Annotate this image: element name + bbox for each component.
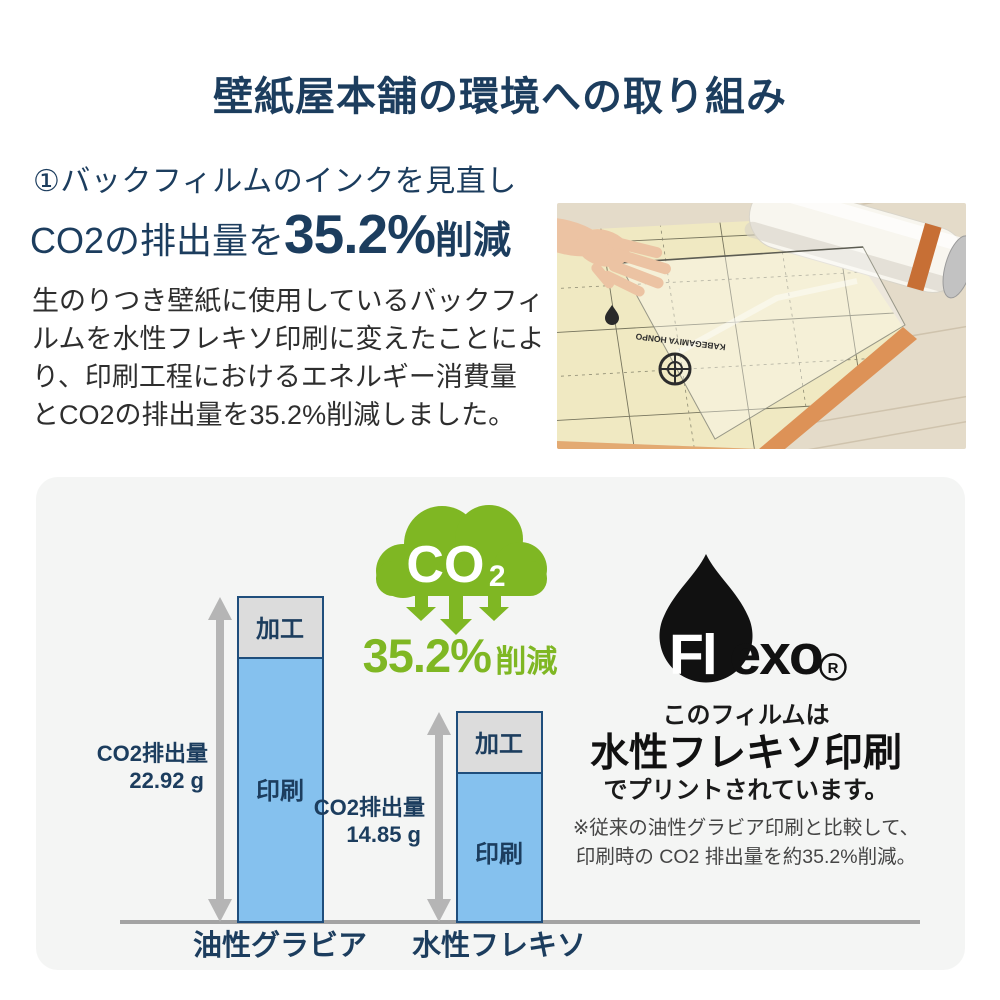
body-line: とCO2の排出量を35.2%削減しました。 [32, 400, 516, 430]
film-drop-mark [605, 305, 619, 325]
thumb [591, 263, 615, 289]
roll-orange-band [906, 223, 942, 292]
hand [557, 217, 671, 297]
reduction-text: 35.2% 削減 [363, 629, 558, 682]
total-label-gravure: CO2排出量 22.92 g [97, 741, 208, 793]
body-text: 生のりつき壁紙に使用しているバックフィ ルムを水性フレキソ印刷に変えたことによ … [32, 282, 562, 434]
axis-label-flexo: 水性フレキソ [412, 929, 586, 962]
sheet-orange-edge [759, 327, 917, 449]
measure-arrow-right [427, 712, 451, 922]
flexo-logo: Fl exo R [659, 554, 847, 687]
total-title: CO2排出量 [314, 795, 425, 820]
measure-arrow-left [208, 597, 232, 922]
infographic-panel: 加工 印刷 加工 印刷 CO2排出量 22.92 g CO2排出量 [36, 477, 965, 970]
infographic-canvas: 加工 印刷 加工 印刷 CO2排出量 22.92 g CO2排出量 [97, 505, 920, 962]
segment-label-insatsu: 印刷 [475, 841, 523, 868]
sheet-orange-edge-bottom [557, 441, 759, 449]
co2-bar-chart: 加工 印刷 加工 印刷 CO2排出量 22.92 g CO2排出量 [97, 596, 920, 962]
bar-flexo: 加工 印刷 [456, 711, 543, 923]
axis-label-gravure: 油性グラビア [193, 929, 367, 962]
headline-suffix: 削減 [434, 220, 511, 262]
flexo-wordmark: Fl exo [669, 623, 822, 687]
segment-label-kako: 加工 [256, 616, 304, 643]
footnote-line2: 印刷時の CO2 排出量を約35.2%削減。 [576, 846, 916, 868]
roll-end-cap [942, 235, 966, 299]
section-heading: ①バックフィルムのインクを見直し [33, 165, 517, 198]
headline-prefix: CO2の排出量を [30, 220, 285, 261]
total-label-flexo: CO2排出量 14.85 g [314, 795, 425, 847]
footnote-line1: ※従来の油性グラビア印刷と比較して、 [573, 817, 919, 839]
headline-value: 35.2% [284, 203, 436, 265]
segment-label-kako: 加工 [475, 731, 523, 758]
total-value: 22.92 g [129, 768, 204, 793]
bar-gravure: 加工 印刷 [237, 596, 324, 923]
total-title: CO2排出量 [97, 741, 208, 766]
cloud-co2-text: CO 2 [406, 536, 505, 594]
page-title: 壁紙屋本舗の環境への取り組み [213, 75, 787, 119]
body-line: 生のりつき壁紙に使用しているバックフィ [32, 286, 544, 316]
total-value: 14.85 g [346, 822, 421, 847]
film-text-line2: 水性フレキソ印刷 [590, 732, 902, 775]
film-text-line1: このフィルムは [662, 702, 829, 729]
body-line: ルムを水性フレキソ印刷に変えたことによ [32, 324, 545, 354]
co2-cloud-icon: CO 2 [376, 505, 547, 635]
wallpaper-roll [744, 203, 966, 299]
segment-label-insatsu: 印刷 [256, 778, 304, 805]
body-line: り、印刷工程におけるエネルギー消費量 [32, 362, 517, 392]
registered-mark: R [819, 653, 847, 681]
cloud-arrows-down [406, 595, 509, 635]
water-drop-icon [659, 554, 753, 683]
film-text-line3: でプリントされています。 [604, 777, 889, 804]
svg-text:R: R [828, 660, 839, 677]
product-photo: KABEGAMIYA HONPO [557, 203, 966, 449]
co2-reduction-headline: CO2の排出量を 35.2% 削減 [30, 202, 511, 266]
